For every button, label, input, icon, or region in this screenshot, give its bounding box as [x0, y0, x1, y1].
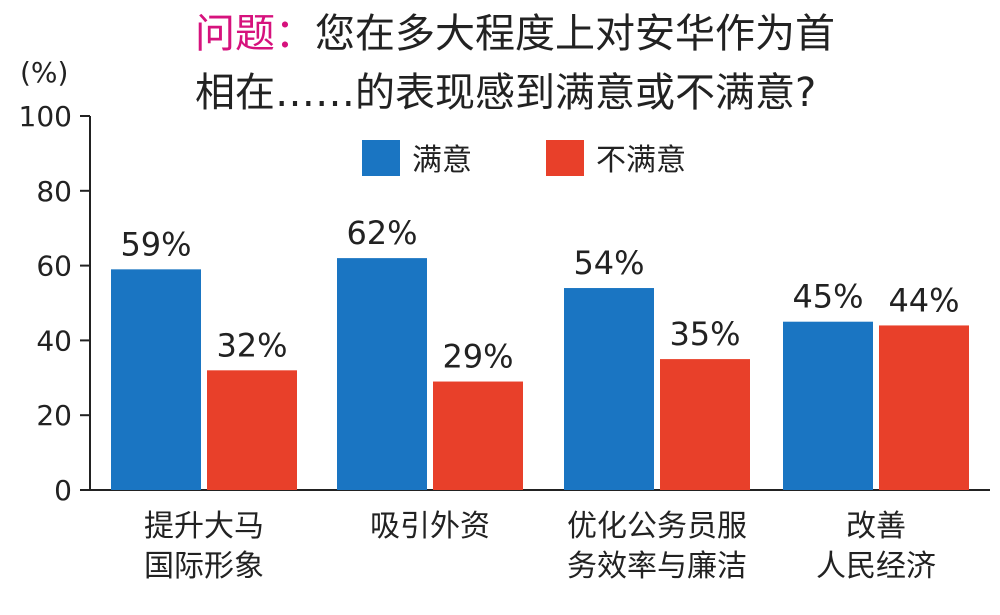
x-tick-label: 提升大马: [144, 509, 264, 544]
data-label: 35%: [669, 315, 740, 353]
data-label: 59%: [120, 225, 191, 263]
x-tick-label: 人民经济: [816, 549, 936, 584]
y-tick-label: 20: [36, 399, 72, 432]
bar-satisfied: [783, 321, 873, 490]
legend-label: 不满意: [596, 143, 686, 178]
legend-swatch: [362, 140, 400, 176]
bar-satisfied: [111, 269, 201, 490]
data-label: 29%: [442, 338, 513, 376]
y-tick-label: 40: [36, 324, 72, 357]
bar-dissatisfied: [879, 325, 969, 490]
chart-title-line2: 相在……的表现感到满意或不满意?: [195, 70, 816, 116]
bar-dissatisfied: [207, 370, 297, 490]
legend-swatch: [546, 140, 584, 176]
legend-label: 满意: [412, 143, 472, 178]
x-tick-label: 优化公务员服: [567, 509, 747, 544]
x-tick-label: 国际形象: [144, 549, 264, 584]
chart-title-line1: 问题：您在多大程度上对安华作为首: [195, 11, 835, 57]
bar-satisfied: [564, 288, 654, 490]
data-label: 45%: [792, 278, 863, 316]
bar-dissatisfied: [433, 381, 523, 490]
x-tick-label: 改善: [846, 509, 906, 544]
data-label: 44%: [888, 281, 959, 319]
bar-dissatisfied: [660, 359, 750, 490]
legend: 满意 不满意: [362, 140, 686, 178]
y-axis-label: (%): [20, 56, 68, 89]
y-tick-label: 100: [19, 100, 72, 133]
y-tick-label: 0: [54, 474, 72, 507]
y-tick-label: 60: [36, 250, 72, 283]
bar-satisfied: [337, 258, 427, 490]
title-prefix: 问题：: [195, 11, 315, 57]
x-tick-label: 务效率与廉洁: [567, 549, 747, 584]
data-label: 32%: [216, 326, 287, 364]
title-text-1: 您在多大程度上对安华作为首: [315, 11, 835, 57]
y-tick-label: 80: [36, 175, 72, 208]
data-label: 62%: [346, 214, 417, 252]
x-tick-label: 吸引外资: [370, 509, 490, 544]
data-label: 54%: [573, 244, 644, 282]
